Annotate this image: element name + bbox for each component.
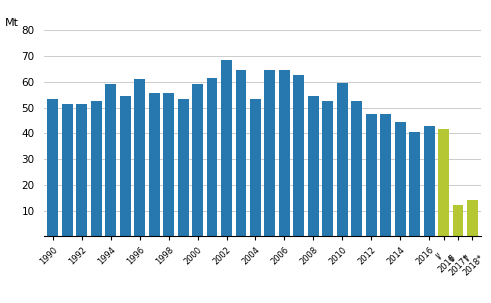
Bar	[250, 98, 261, 236]
Bar	[48, 98, 58, 236]
Bar	[294, 75, 304, 236]
Text: Mt: Mt	[5, 18, 19, 28]
Bar	[178, 98, 189, 236]
Bar	[134, 79, 145, 236]
Bar	[424, 125, 435, 236]
Bar	[62, 104, 73, 236]
Bar	[409, 132, 420, 236]
Bar	[352, 101, 362, 236]
Bar	[279, 70, 290, 236]
Bar	[438, 129, 449, 236]
Bar	[380, 114, 391, 236]
Bar	[163, 93, 174, 236]
Bar	[265, 70, 275, 236]
Bar	[453, 205, 464, 236]
Bar	[337, 83, 348, 236]
Bar	[323, 101, 333, 236]
Bar	[192, 84, 203, 236]
Bar	[120, 96, 131, 236]
Bar	[236, 70, 246, 236]
Bar	[207, 78, 218, 236]
Bar	[395, 122, 406, 236]
Bar	[308, 96, 319, 236]
Bar	[221, 60, 232, 236]
Bar	[91, 101, 102, 236]
Bar	[366, 114, 377, 236]
Bar	[77, 104, 87, 236]
Bar	[149, 93, 160, 236]
Bar	[106, 84, 116, 236]
Bar	[467, 200, 478, 236]
